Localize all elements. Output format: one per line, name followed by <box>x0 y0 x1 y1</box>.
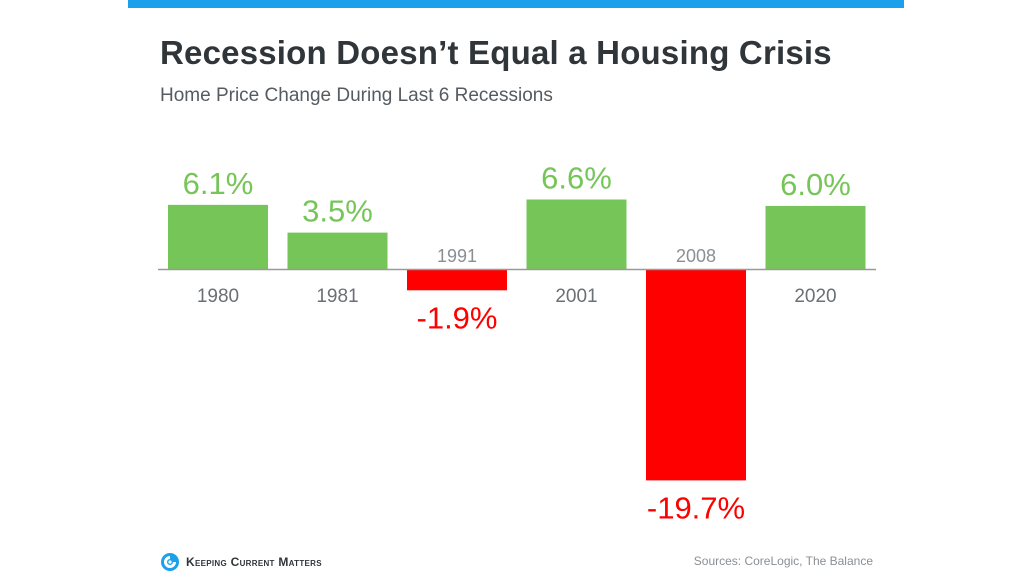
category-label-1991: 1991 <box>437 246 477 266</box>
bar-1981 <box>287 232 388 270</box>
brand-name: Keeping Current Matters <box>186 555 322 569</box>
bar-2001 <box>526 199 627 270</box>
top-accent-bar <box>128 0 904 8</box>
bar-2020 <box>765 205 866 270</box>
brand-logo: Keeping Current Matters <box>160 551 322 573</box>
value-label-1991: -1.9% <box>417 300 498 335</box>
bar-2008 <box>646 270 746 481</box>
bar-1980 <box>168 204 268 270</box>
kcm-swirl-logo-icon <box>161 553 179 571</box>
category-label-2001: 2001 <box>555 286 597 307</box>
chart-subtitle: Home Price Change During Last 6 Recessio… <box>160 85 553 106</box>
category-label-1980: 1980 <box>197 286 239 307</box>
value-label-2001: 6.6% <box>541 161 612 196</box>
category-label-1981: 1981 <box>316 286 358 307</box>
value-label-2020: 6.0% <box>780 167 851 202</box>
sources-note: Sources: CoreLogic, The Balance <box>693 554 873 568</box>
bar-1991 <box>407 270 507 291</box>
value-label-2008: -19.7% <box>647 490 745 525</box>
chart-title: Recession Doesn’t Equal a Housing Crisis <box>160 34 832 71</box>
value-label-1981: 3.5% <box>302 194 373 229</box>
category-label-2020: 2020 <box>794 286 836 307</box>
category-label-2008: 2008 <box>676 246 716 266</box>
value-label-1980: 6.1% <box>183 166 254 201</box>
